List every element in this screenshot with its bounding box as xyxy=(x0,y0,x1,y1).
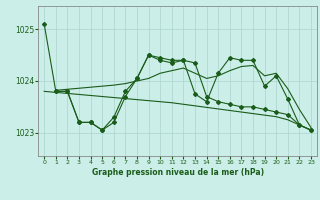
X-axis label: Graphe pression niveau de la mer (hPa): Graphe pression niveau de la mer (hPa) xyxy=(92,168,264,177)
